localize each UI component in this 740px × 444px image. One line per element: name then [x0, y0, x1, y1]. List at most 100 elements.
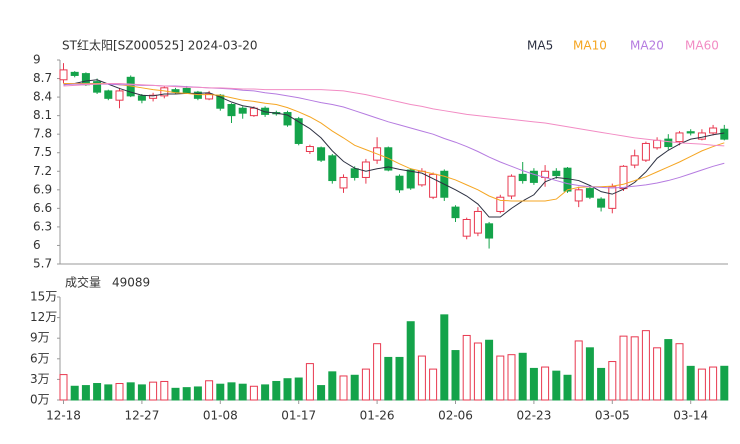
candle-body: [384, 147, 393, 171]
candle-body: [395, 175, 404, 191]
candle-body: [630, 155, 639, 166]
volume-bar: [630, 336, 639, 401]
y-tick-label: 7.5: [33, 145, 52, 159]
candle-body: [182, 87, 191, 94]
candle-body: [328, 155, 337, 182]
volume-bar: [406, 321, 415, 401]
volume-bar: [720, 365, 729, 401]
legend-entry: MA5: [527, 39, 553, 53]
x-tick-label: 12-18: [46, 409, 81, 423]
volume-bar: [552, 370, 561, 401]
volume-bar: [328, 371, 337, 401]
candle-body: [675, 132, 684, 143]
volume-bar: [104, 384, 113, 401]
candle-body: [720, 128, 729, 140]
candle-body: [305, 146, 314, 152]
volume-bar: [608, 361, 617, 401]
volume-bar: [294, 377, 303, 401]
legend-entry: MA60: [685, 39, 719, 53]
volume-bar: [697, 368, 706, 401]
y-tick-label: 6.6: [33, 201, 52, 215]
volume-bar: [597, 367, 606, 401]
candle-body: [485, 223, 494, 239]
volume-bar: [272, 380, 281, 401]
volume-bar: [541, 366, 550, 401]
x-tick-label: 01-17: [281, 409, 316, 423]
y-tick-label: 7.2: [33, 164, 52, 178]
volume-bar: [574, 340, 583, 401]
volume-bar: [653, 347, 662, 401]
volume-bar: [361, 368, 370, 401]
volume-bar: [171, 387, 180, 401]
volume-bar: [563, 374, 572, 401]
volume-bar: [193, 386, 202, 401]
volume-bar: [249, 385, 258, 401]
volume-bar: [70, 385, 79, 401]
candle-body: [149, 94, 158, 99]
volume-bar: [137, 384, 146, 401]
legend-entry: MA20: [630, 39, 664, 53]
y-tick-label: 6: [33, 238, 41, 252]
candle-body: [507, 175, 516, 197]
volume-bar: [227, 382, 236, 401]
volume-bar: [619, 335, 628, 401]
y-tick-label: 0万: [30, 393, 50, 407]
candle-body: [115, 90, 124, 101]
volume-bar: [205, 380, 214, 401]
candle-body: [261, 107, 270, 115]
y-tick-label: 7.8: [33, 127, 52, 141]
candle-body: [552, 170, 561, 177]
volume-bar: [675, 343, 684, 401]
volume-bar: [384, 356, 393, 401]
candle-body: [608, 186, 617, 209]
candle-body: [429, 173, 438, 198]
volume-bar: [317, 385, 326, 401]
candle-body: [451, 206, 460, 219]
volume-bar: [283, 378, 292, 401]
volume-bar: [216, 383, 225, 401]
candle-body: [496, 196, 505, 212]
candle-body: [709, 127, 718, 134]
x-tick-label: 12-27: [124, 409, 159, 423]
y-tick-label: 5.7: [33, 257, 52, 271]
candle-body: [641, 142, 650, 161]
y-tick-label: 8.1: [33, 108, 52, 122]
candle-body: [697, 132, 706, 140]
volume-bar: [709, 366, 718, 401]
volume-bar: [395, 356, 404, 401]
candle-body: [171, 89, 180, 93]
volume-bar: [373, 343, 382, 401]
candle-body: [193, 91, 202, 99]
candle-body: [317, 147, 326, 161]
y-tick-label: 6万: [30, 351, 50, 365]
x-tick-label: 02-06: [438, 409, 473, 423]
chart-title: ST红太阳[SZ000525] 2024-03-20: [62, 38, 258, 53]
volume-bar: [518, 352, 527, 401]
y-tick-label: 8.7: [33, 71, 52, 85]
x-tick-label: 03-14: [673, 409, 708, 423]
candle-body: [137, 95, 146, 101]
volume-bar: [350, 374, 359, 401]
candle-body: [406, 169, 415, 189]
candle-body: [574, 189, 583, 202]
volume-bar: [59, 374, 68, 401]
volume-bar: [585, 347, 594, 401]
x-tick-label: 01-26: [360, 409, 395, 423]
y-tick-label: 12万: [30, 310, 57, 324]
candle-body: [104, 90, 113, 99]
volume-bar: [686, 365, 695, 401]
y-tick-label: 6.3: [33, 219, 52, 233]
candle-body: [350, 168, 359, 178]
volume-bar: [182, 387, 191, 401]
y-tick-label: 8.4: [33, 90, 52, 104]
volume-bar: [339, 375, 348, 401]
volume-title: 成交量: [65, 275, 101, 290]
y-tick-label: 15万: [30, 290, 57, 304]
y-tick-label: 6.9: [33, 182, 52, 196]
candle-body: [339, 176, 348, 189]
volume-bar: [485, 339, 494, 401]
volume-bar: [440, 314, 449, 401]
candle-body: [249, 107, 258, 117]
volume-bar: [261, 384, 270, 401]
volume-bar: [238, 383, 247, 401]
